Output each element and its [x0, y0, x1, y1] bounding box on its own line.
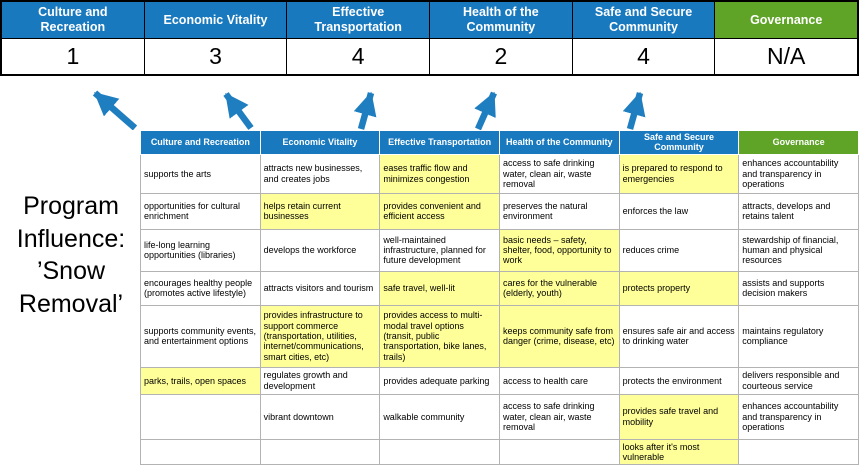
matrix-cell: protects the environment: [618, 366, 740, 395]
pillar-title: Governance: [715, 2, 858, 39]
pillar-band: Culture and Recreation 1 Economic Vitality…: [0, 0, 859, 76]
pillar-column-4: Health of the Community 2: [430, 2, 573, 74]
matrix-cell: delivers responsible and courteous servi…: [738, 366, 859, 395]
matrix-cell: attracts new businesses, and creates job…: [259, 153, 381, 194]
pillar-title: Health of the Community: [430, 2, 572, 39]
matrix-cell: life-long learning opportunities (librar…: [140, 228, 261, 272]
up-arrow-icon: [223, 92, 254, 130]
matrix-cell: attracts visitors and tourism: [259, 270, 381, 306]
matrix-cell: access to safe drinking water, clean air…: [498, 393, 620, 440]
matrix-cell: enforces the law: [618, 192, 740, 230]
matrix-cell: supports the arts: [140, 153, 261, 194]
up-arrow-icon: [622, 91, 646, 130]
pillar-score: 4: [287, 39, 430, 74]
matrix-cell: enhances accountability and transparency…: [738, 153, 859, 194]
pillar-title: Effective Transportation: [287, 2, 430, 39]
matrix-cell: reduces crime: [618, 228, 740, 272]
score-arrows: [92, 90, 646, 130]
matrix-cell: cares for the vulnerable (elderly, youth…: [498, 270, 620, 306]
matrix-cell: develops the workforce: [259, 228, 381, 272]
matrix-cell: preserves the natural environment: [498, 192, 620, 230]
up-arrow-icon: [353, 91, 377, 130]
matrix-cell: [738, 438, 859, 465]
up-arrow-icon: [92, 90, 138, 130]
matrix-cell: protects property: [618, 270, 740, 306]
pillar-column-1: Culture and Recreation 1: [2, 2, 145, 74]
matrix-row-3: life-long learning opportunities (librar…: [140, 228, 859, 272]
matrix-cell: regulates growth and development: [259, 366, 381, 395]
influence-matrix: Culture and Recreation Economic Vitality E…: [140, 130, 859, 465]
matrix-cell: keeps community safe from danger (crime,…: [498, 304, 620, 368]
matrix-cell: provides infrastructure to support comme…: [259, 304, 381, 368]
matrix-cell: safe travel, well-lit: [379, 270, 500, 306]
matrix-cell: [379, 438, 500, 465]
matrix-cell: provides safe travel and mobility: [618, 393, 740, 440]
program-influence-label: Program Influence: ’Snow Removal’: [16, 192, 126, 318]
matrix-cell: provides access to multi-modal travel op…: [379, 304, 500, 368]
pillar-score: 3: [144, 39, 287, 74]
matrix-cell: provides adequate parking: [379, 366, 500, 395]
pillar-title: Economic Vitality: [144, 2, 287, 39]
matrix-column-header: Safe and Secure Community: [618, 130, 740, 155]
matrix-cell: encourages healthy people (promotes acti…: [140, 270, 261, 306]
pillar-title: Culture and Recreation: [2, 2, 144, 39]
matrix-cell: walkable community: [379, 393, 500, 440]
matrix-row-2: opportunities for cultural enrichment hel…: [140, 192, 859, 230]
matrix-row-6: parks, trails, open spaces regulates grow…: [140, 366, 859, 395]
pillar-score: 2: [430, 39, 572, 74]
matrix-cell: maintains regulatory compliance: [738, 304, 859, 368]
matrix-cell: [140, 393, 261, 440]
matrix-cell: stewardship of financial, human and phys…: [738, 228, 859, 272]
matrix-row-1: supports the arts attracts new businesses…: [140, 153, 859, 194]
matrix-header-row: Culture and Recreation Economic Vitality E…: [140, 130, 859, 155]
matrix-cell: provides convenient and efficient access: [379, 192, 500, 230]
matrix-row-5: supports community events, and entertain…: [140, 304, 859, 368]
matrix-cell: assists and supports decision makers: [738, 270, 859, 306]
pillar-score: 1: [2, 39, 144, 74]
matrix-cell: attracts, develops and retains talent: [738, 192, 859, 230]
pillar-column-2: Economic Vitality 3: [144, 2, 288, 74]
matrix-cell: access to safe drinking water, clean air…: [498, 153, 620, 194]
matrix-cell: parks, trails, open spaces: [140, 366, 261, 395]
matrix-row-8: looks after it's most vulnerable: [140, 438, 859, 465]
matrix-column-header: Economic Vitality: [259, 130, 381, 155]
pillar-column-5: Safe and Secure Community 4: [572, 2, 716, 74]
matrix-cell: vibrant downtown: [259, 393, 381, 440]
matrix-cell: is prepared to respond to emergencies: [618, 153, 740, 194]
matrix-cell: [259, 438, 381, 465]
matrix-cell: supports community events, and entertain…: [140, 304, 261, 368]
pillar-score: N/A: [715, 39, 858, 74]
matrix-cell: helps retain current businesses: [259, 192, 381, 230]
matrix-column-header: Effective Transportation: [379, 130, 500, 155]
pillar-column-6: Governance N/A: [715, 2, 858, 74]
matrix-column-header: Culture and Recreation: [140, 130, 261, 155]
matrix-row-4: encourages healthy people (promotes acti…: [140, 270, 859, 306]
matrix-cell: opportunities for cultural enrichment: [140, 192, 261, 230]
matrix-column-header: Health of the Community: [498, 130, 620, 155]
pillar-score: 4: [572, 39, 715, 74]
matrix-cell: well-maintained infrastructure, planned …: [379, 228, 500, 272]
matrix-cell: eases traffic flow and minimizes congest…: [379, 153, 500, 194]
matrix-body: supports the arts attracts new businesses…: [140, 153, 859, 465]
pillar-column-3: Effective Transportation 4: [287, 2, 431, 74]
matrix-cell: looks after it's most vulnerable: [618, 438, 740, 465]
up-arrow-icon: [474, 91, 497, 130]
matrix-row-7: vibrant downtown walkable community access…: [140, 393, 859, 440]
matrix-cell: ensures safe air and access to drinking …: [618, 304, 740, 368]
pillar-title: Safe and Secure Community: [572, 2, 715, 39]
matrix-cell: [498, 438, 620, 465]
matrix-cell: [140, 438, 261, 465]
matrix-cell: enhances accountability and transparency…: [738, 393, 859, 440]
matrix-column-header: Governance: [738, 130, 859, 155]
matrix-cell: basic needs – safety, shelter, food, opp…: [498, 228, 620, 272]
matrix-cell: access to health care: [498, 366, 620, 395]
